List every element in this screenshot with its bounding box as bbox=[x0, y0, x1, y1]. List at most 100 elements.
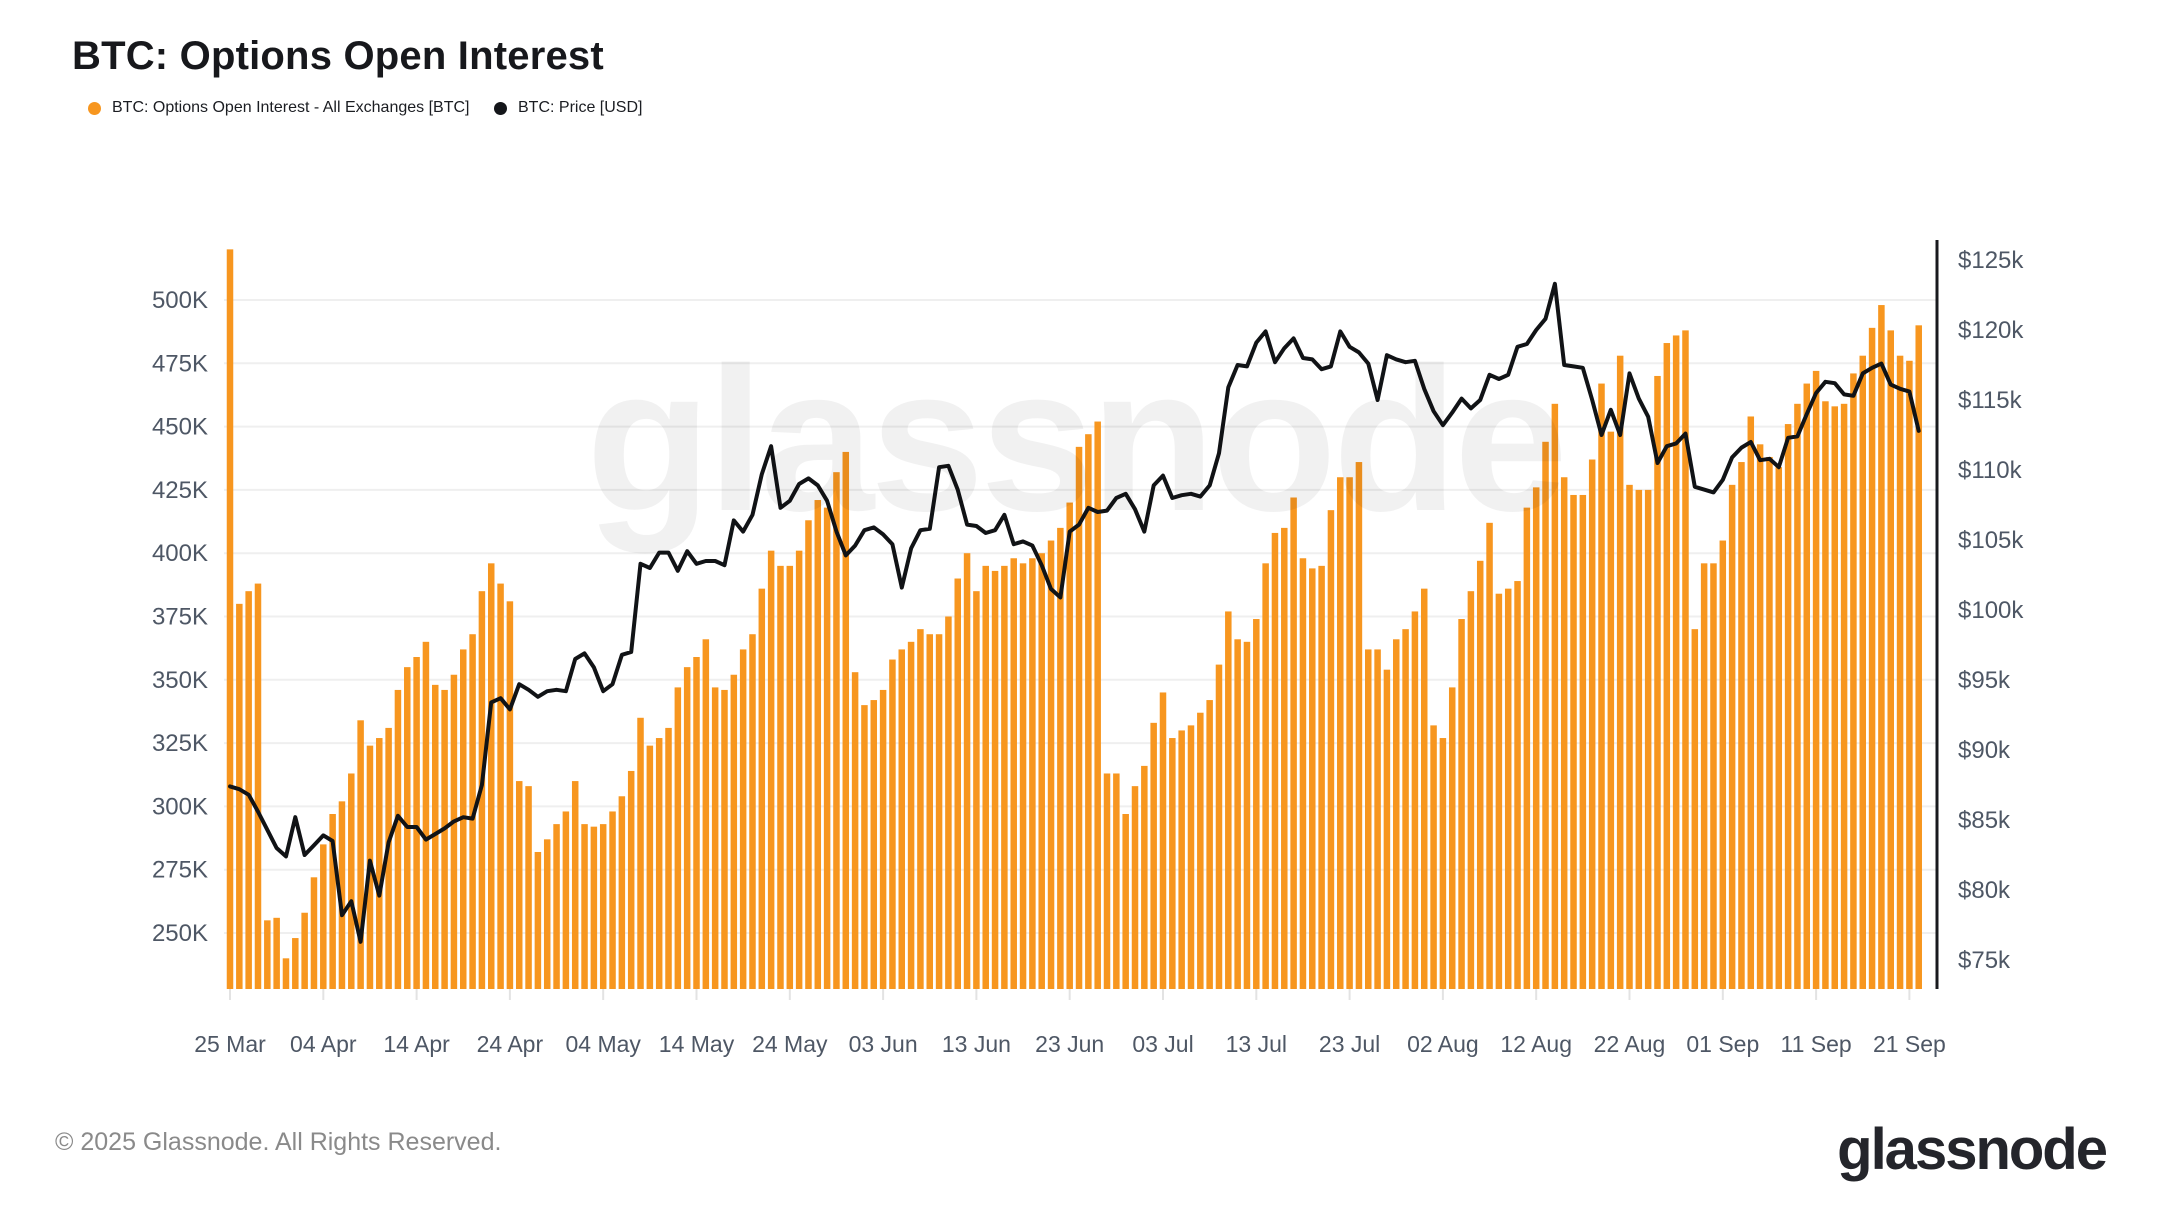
oi-bar[interactable] bbox=[581, 824, 588, 989]
oi-bar[interactable] bbox=[973, 591, 980, 989]
oi-bar[interactable] bbox=[264, 920, 271, 989]
oi-bar[interactable] bbox=[1355, 462, 1363, 989]
oi-bar[interactable] bbox=[1644, 489, 1652, 989]
oi-bar[interactable] bbox=[1131, 786, 1139, 989]
oi-bar[interactable] bbox=[982, 565, 989, 989]
oi-bar[interactable] bbox=[711, 687, 719, 989]
oi-bar[interactable] bbox=[1430, 725, 1437, 989]
oi-bar[interactable] bbox=[1057, 527, 1064, 989]
oi-bar[interactable] bbox=[534, 851, 542, 989]
oi-bar[interactable] bbox=[1756, 444, 1764, 989]
oi-bar[interactable] bbox=[646, 745, 654, 989]
oi-bar[interactable] bbox=[870, 700, 878, 989]
oi-bar[interactable] bbox=[1840, 403, 1848, 989]
oi-bar[interactable] bbox=[1001, 565, 1008, 989]
oi-bar[interactable] bbox=[376, 738, 383, 989]
oi-bar[interactable] bbox=[571, 781, 579, 989]
oi-bar[interactable] bbox=[1458, 619, 1465, 989]
oi-bar[interactable] bbox=[1822, 401, 1829, 989]
oi-bar[interactable] bbox=[413, 657, 420, 989]
oi-bar[interactable] bbox=[1616, 355, 1624, 989]
legend-item-price[interactable]: BTC: Price [USD] bbox=[494, 96, 642, 120]
oi-bar[interactable] bbox=[917, 629, 924, 989]
oi-bar[interactable] bbox=[310, 877, 318, 989]
price-line[interactable] bbox=[228, 281, 1921, 944]
oi-bar[interactable] bbox=[1150, 722, 1157, 989]
oi-bar[interactable] bbox=[1766, 456, 1773, 990]
oi-bar[interactable] bbox=[907, 641, 915, 989]
oi-bar[interactable] bbox=[1159, 692, 1167, 989]
oi-bar[interactable] bbox=[786, 565, 794, 989]
oi-bar[interactable] bbox=[1187, 725, 1195, 989]
oi-bar[interactable] bbox=[1626, 484, 1633, 989]
oi-bar[interactable] bbox=[226, 249, 234, 990]
oi-bar[interactable] bbox=[487, 563, 495, 989]
oi-bar[interactable] bbox=[637, 717, 644, 989]
oi-bar[interactable] bbox=[1775, 467, 1783, 989]
oi-bar[interactable] bbox=[1094, 421, 1101, 989]
oi-bar[interactable] bbox=[1579, 494, 1587, 989]
oi-bar[interactable] bbox=[553, 824, 560, 989]
oi-bar[interactable] bbox=[562, 811, 570, 989]
oi-bar[interactable] bbox=[1281, 527, 1288, 989]
oi-bar[interactable] bbox=[1113, 773, 1120, 989]
oi-bar[interactable] bbox=[683, 667, 691, 989]
oi-bar[interactable] bbox=[1635, 489, 1643, 989]
oi-bar[interactable] bbox=[1728, 484, 1736, 989]
oi-bar[interactable] bbox=[935, 634, 943, 989]
oi-bar[interactable] bbox=[879, 689, 887, 989]
oi-bar[interactable] bbox=[1047, 540, 1055, 989]
oi-bar[interactable] bbox=[833, 472, 840, 989]
oi-bar[interactable] bbox=[1719, 540, 1727, 989]
oi-bar[interactable] bbox=[320, 844, 327, 989]
oi-bar[interactable] bbox=[702, 639, 710, 989]
oi-bar[interactable] bbox=[1215, 664, 1223, 989]
oi-bar[interactable] bbox=[1290, 497, 1297, 990]
oi-bar[interactable] bbox=[590, 826, 598, 989]
oi-bar[interactable] bbox=[1710, 563, 1717, 989]
oi-bar[interactable] bbox=[1896, 355, 1904, 989]
oi-bar[interactable] bbox=[1542, 441, 1549, 989]
oi-bar[interactable] bbox=[1448, 687, 1456, 989]
oi-bar[interactable] bbox=[1887, 330, 1894, 989]
oi-bar[interactable] bbox=[1504, 588, 1512, 989]
oi-bar[interactable] bbox=[301, 912, 308, 989]
oi-bar[interactable] bbox=[655, 738, 663, 989]
oi-bar[interactable] bbox=[1169, 738, 1176, 989]
oi-bar[interactable] bbox=[1327, 510, 1335, 989]
oi-bar[interactable] bbox=[1560, 477, 1568, 989]
oi-bar[interactable] bbox=[1486, 522, 1493, 989]
oi-bar[interactable] bbox=[1859, 355, 1867, 989]
oi-bar[interactable] bbox=[1243, 641, 1251, 989]
oi-bar[interactable] bbox=[1234, 639, 1241, 989]
oi-bar[interactable] bbox=[1262, 563, 1269, 989]
oi-bar[interactable] bbox=[1794, 403, 1801, 989]
oi-bar[interactable] bbox=[627, 770, 635, 989]
oi-bar[interactable] bbox=[385, 727, 392, 989]
oi-bar[interactable] bbox=[525, 786, 532, 989]
oi-bar[interactable] bbox=[1178, 730, 1185, 989]
oi-bar[interactable] bbox=[889, 659, 896, 989]
oi-bar[interactable] bbox=[758, 588, 766, 989]
oi-bar[interactable] bbox=[1103, 773, 1111, 989]
oi-bar[interactable] bbox=[1374, 649, 1381, 989]
oi-bar[interactable] bbox=[1906, 360, 1913, 989]
oi-bar[interactable] bbox=[1141, 765, 1148, 989]
oi-bar[interactable] bbox=[795, 550, 803, 989]
oi-bar[interactable] bbox=[1700, 563, 1708, 989]
oi-bar[interactable] bbox=[861, 705, 868, 989]
oi-bar[interactable] bbox=[851, 672, 859, 989]
oi-bar[interactable] bbox=[1784, 424, 1792, 989]
oi-bar[interactable] bbox=[1010, 558, 1017, 989]
oi-bar[interactable] bbox=[282, 958, 290, 989]
oi-bar[interactable] bbox=[1598, 383, 1605, 989]
oi-bar[interactable] bbox=[1383, 669, 1391, 989]
oi-bar[interactable] bbox=[693, 657, 700, 989]
oi-bar[interactable] bbox=[1197, 712, 1204, 989]
oi-bar[interactable] bbox=[926, 634, 934, 989]
oi-bar[interactable] bbox=[618, 796, 626, 989]
oi-bar[interactable] bbox=[1570, 494, 1577, 989]
oi-bar[interactable] bbox=[1747, 416, 1755, 990]
oi-bar[interactable] bbox=[1346, 477, 1353, 989]
oi-bar[interactable] bbox=[1029, 558, 1036, 989]
